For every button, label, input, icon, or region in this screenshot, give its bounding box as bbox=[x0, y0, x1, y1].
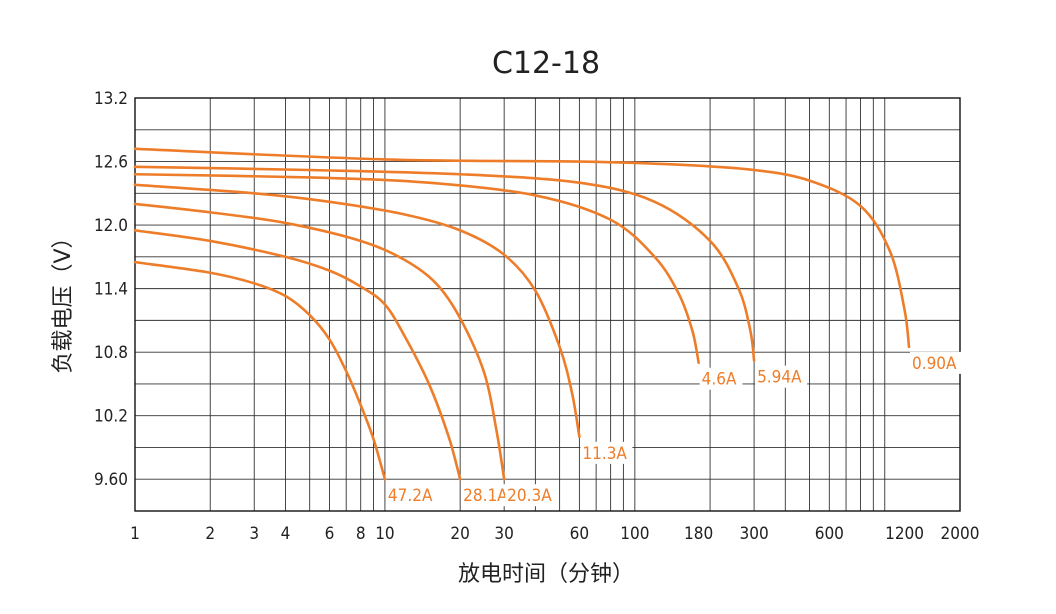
curve-11.3A bbox=[133, 183, 581, 439]
x-tick-label: 100 bbox=[620, 524, 649, 544]
curve-5.94A bbox=[133, 165, 756, 362]
x-axis-label: 放电时间（分钟） bbox=[458, 562, 634, 587]
y-tick-label: 10.8 bbox=[94, 343, 128, 363]
x-tick-label: 2000 bbox=[941, 524, 980, 544]
curve-label: 5.94A bbox=[757, 368, 802, 388]
chart-title: C12-18 bbox=[492, 46, 600, 81]
curve-20.3A bbox=[133, 202, 506, 481]
curves bbox=[133, 147, 911, 481]
curve-label-bg bbox=[699, 367, 743, 390]
grid bbox=[135, 98, 960, 511]
x-tick-label: 1 bbox=[130, 524, 140, 544]
curve-28.1A bbox=[133, 229, 462, 481]
curve-label: 28.1A bbox=[463, 486, 508, 506]
curve-47.2A bbox=[133, 260, 387, 481]
curve-label: 20.3A bbox=[507, 486, 552, 506]
curve-label-bg bbox=[505, 484, 558, 507]
x-tick-label: 4 bbox=[281, 524, 291, 544]
x-axis-ticks: 1 2 3 4 6 8 10 20 30 60 100 180 300 600 1200 2000 bbox=[130, 524, 979, 544]
curve-4.6A bbox=[133, 172, 700, 365]
curve-label-bg bbox=[755, 365, 808, 388]
y-axis-ticks: 13.2 12.6 12.0 11.4 10.8 10.2 9.60 bbox=[94, 89, 128, 490]
curve-labels: 47.2A 28.1A 20.3A 11.3A 4.6A 5.94A 0.90A bbox=[385, 351, 962, 507]
x-tick-label: 2 bbox=[205, 524, 215, 544]
x-tick-label: 3 bbox=[249, 524, 259, 544]
curve-label: 0.90A bbox=[912, 354, 957, 374]
y-tick-label: 12.0 bbox=[94, 216, 128, 236]
curve-label: 11.3A bbox=[582, 444, 627, 464]
y-axis-label: 负载电压（V） bbox=[51, 226, 76, 373]
curve-0.90A bbox=[133, 147, 911, 349]
y-tick-label: 13.2 bbox=[94, 89, 128, 109]
curve-label: 47.2A bbox=[388, 486, 433, 506]
y-tick-label: 10.2 bbox=[94, 407, 128, 427]
plot-frame bbox=[134, 97, 961, 512]
x-tick-label: 6 bbox=[325, 524, 335, 544]
curve-label-bg bbox=[580, 441, 633, 464]
x-tick-label: 8 bbox=[356, 524, 366, 544]
x-tick-label: 300 bbox=[739, 524, 768, 544]
y-tick-label: 9.60 bbox=[94, 470, 128, 490]
y-tick-label: 12.6 bbox=[94, 153, 128, 173]
x-tick-label: 20 bbox=[450, 524, 469, 544]
x-tick-label: 1200 bbox=[885, 524, 924, 544]
x-tick-label: 30 bbox=[494, 524, 513, 544]
curve-label-bg bbox=[461, 484, 514, 507]
x-tick-label: 60 bbox=[570, 524, 589, 544]
x-tick-label: 600 bbox=[815, 524, 844, 544]
curve-label-bg bbox=[909, 351, 962, 374]
curve-label: 4.6A bbox=[702, 370, 737, 390]
x-tick-label: 180 bbox=[684, 524, 713, 544]
y-tick-label: 11.4 bbox=[94, 280, 128, 300]
x-tick-label: 10 bbox=[375, 524, 394, 544]
curve-label-bg bbox=[385, 484, 438, 507]
